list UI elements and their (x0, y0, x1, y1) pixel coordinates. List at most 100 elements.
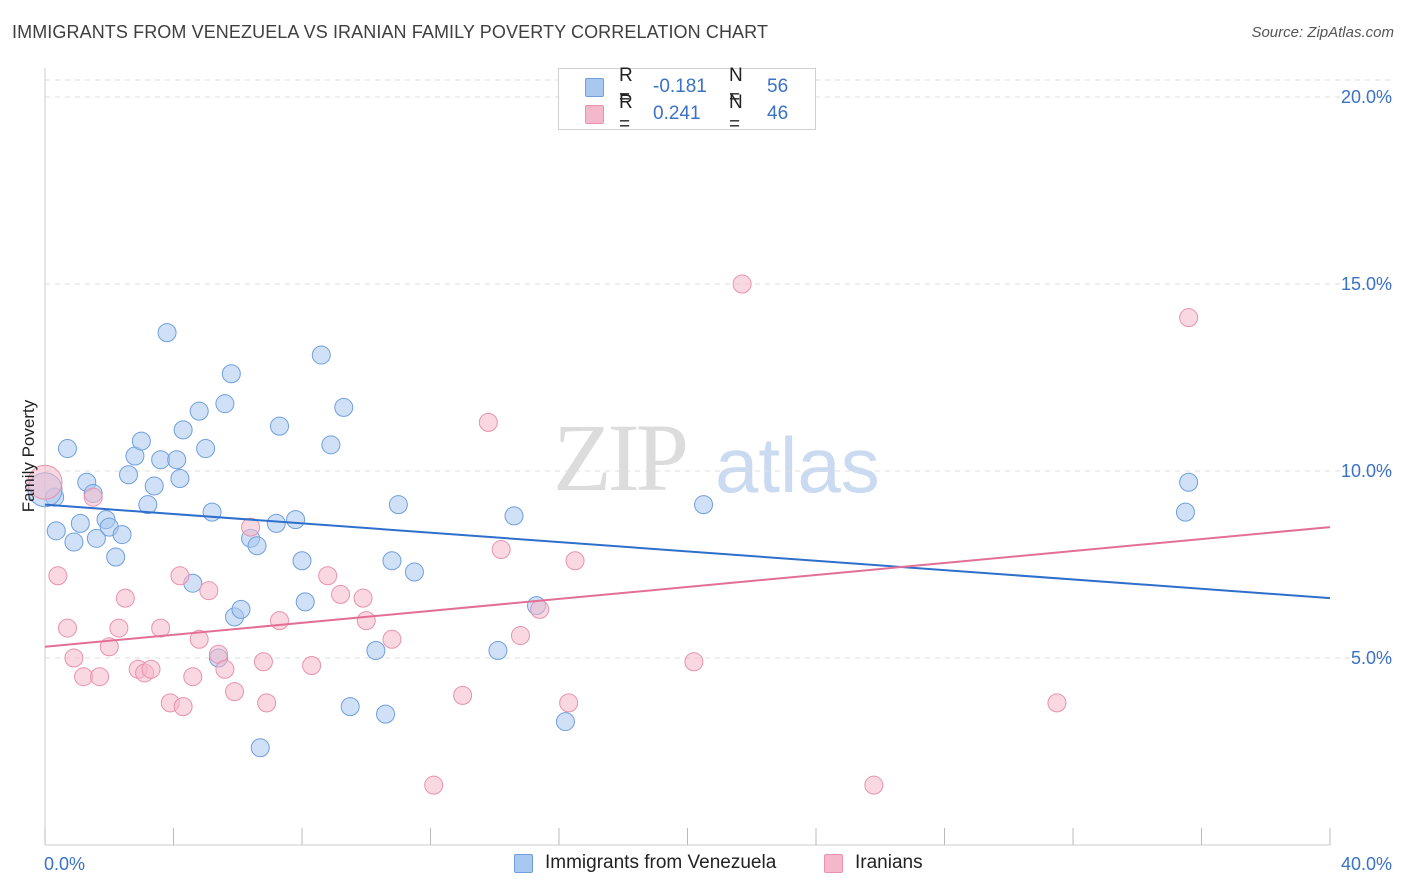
data-point (86, 528, 106, 548)
data-point (64, 532, 84, 552)
data-point (151, 450, 171, 470)
data-point (173, 420, 193, 440)
data-point (684, 652, 704, 672)
y-tick-label: 10.0% (1341, 461, 1392, 481)
data-point (231, 599, 251, 619)
data-point (478, 412, 498, 432)
data-point (270, 611, 290, 631)
data-point (366, 641, 386, 661)
data-point (1179, 308, 1199, 328)
data-point (64, 648, 84, 668)
data-point (321, 435, 341, 455)
data-point (225, 682, 245, 702)
data-point (189, 401, 209, 421)
legend-label-venezuela: Immigrants from Venezuela (545, 852, 777, 873)
data-point (555, 712, 575, 732)
legend-item-venezuela: Immigrants from Venezuela (514, 852, 776, 874)
x-tick-label: 40.0% (1341, 854, 1392, 874)
r-label: R = (619, 65, 633, 108)
data-point (119, 465, 139, 485)
trend-line-venezuela (44, 503, 1331, 600)
chart-title: IMMIGRANTS FROM VENEZUELA VS IRANIAN FAM… (12, 22, 769, 42)
data-point (57, 618, 77, 638)
r-value: 0.241 (653, 103, 701, 124)
data-point (74, 667, 94, 687)
data-point (183, 667, 203, 687)
legend-swatch-venezuela (514, 853, 533, 873)
data-point (221, 364, 241, 384)
x-tick-label: 0.0% (44, 854, 85, 874)
n-value: 46 (767, 103, 789, 124)
data-point (453, 685, 473, 705)
data-point (173, 697, 193, 717)
n-label: N = (729, 65, 743, 108)
watermark-atlas: atlas (715, 421, 880, 509)
data-point (144, 476, 164, 496)
data-point (109, 618, 129, 638)
data-points (27, 274, 1199, 795)
data-point (382, 551, 402, 571)
data-point (302, 655, 322, 675)
data-point (189, 629, 209, 649)
data-point (138, 495, 158, 515)
data-point (388, 495, 408, 515)
data-point (694, 495, 714, 515)
y-tick-label: 20.0% (1341, 87, 1392, 107)
data-point (170, 468, 190, 488)
data-point (382, 629, 402, 649)
trend-line-iranians (44, 526, 1331, 648)
data-point (1175, 502, 1195, 522)
data-point (559, 693, 579, 713)
data-point (151, 618, 171, 638)
data-point (253, 652, 273, 672)
data-point (257, 693, 277, 713)
data-point (318, 566, 338, 586)
data-point (488, 641, 508, 661)
data-point (247, 536, 267, 556)
data-point (311, 345, 331, 365)
n-label: N = (729, 92, 743, 135)
data-point (250, 738, 270, 758)
legend-swatch-iranians (824, 853, 843, 873)
data-point (491, 540, 511, 560)
data-point (27, 464, 63, 500)
data-point (141, 659, 161, 679)
data-point (48, 566, 68, 586)
data-point (215, 394, 235, 414)
data-point (1047, 693, 1067, 713)
y-axis-label: Family Poverty (19, 399, 38, 512)
data-point (404, 562, 424, 582)
legend-swatch-iranians (585, 104, 604, 124)
data-point (331, 584, 351, 604)
n-value: 56 (767, 76, 789, 97)
data-point (1179, 472, 1199, 492)
data-point (131, 431, 151, 451)
data-point (115, 588, 135, 608)
legend-item-iranians: Iranians (824, 852, 923, 874)
data-point (57, 439, 77, 459)
data-point (157, 323, 177, 343)
axes (44, 68, 1331, 846)
trend-lines (44, 503, 1331, 648)
grid-lines (45, 79, 1392, 659)
data-point (510, 626, 530, 646)
legend-label-iranians: Iranians (855, 852, 923, 873)
data-point (356, 611, 376, 631)
data-point (90, 667, 110, 687)
legend-swatch-venezuela (585, 77, 604, 97)
data-point (424, 775, 444, 795)
r-label: R = (619, 92, 633, 135)
y-tick-label: 15.0% (1341, 274, 1392, 294)
data-point (266, 513, 286, 533)
data-point (376, 704, 396, 724)
data-point (70, 513, 90, 533)
data-point (565, 551, 585, 571)
data-point (46, 521, 66, 541)
data-point (170, 566, 190, 586)
data-point (83, 487, 103, 507)
data-point (504, 506, 524, 526)
data-point (286, 510, 306, 530)
data-point (112, 525, 132, 545)
data-point (215, 659, 235, 679)
